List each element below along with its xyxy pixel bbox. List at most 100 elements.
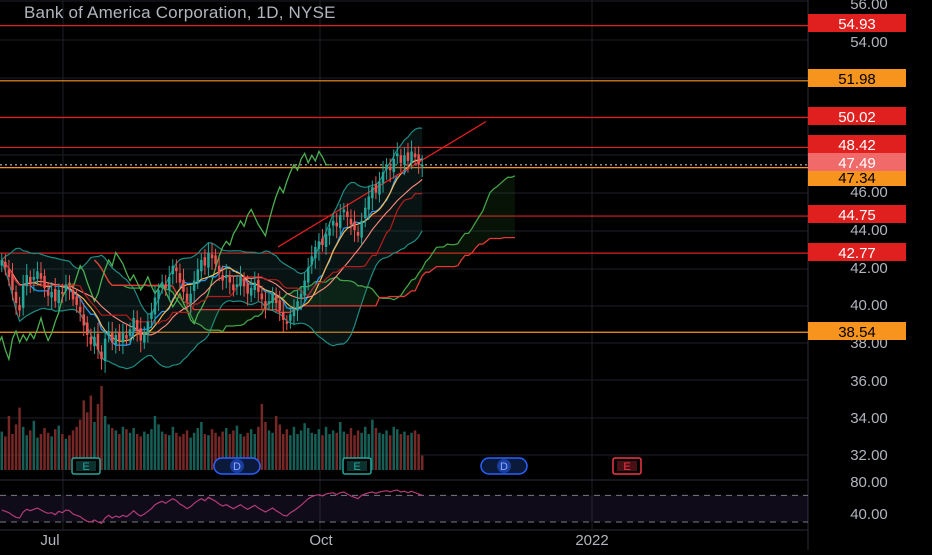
candle [267,290,271,311]
volume-bar [403,431,406,470]
dividend-letter: D [500,461,508,473]
earnings-marker[interactable]: E [71,457,101,475]
volume-bar [278,424,281,470]
dividend-badge-inner [230,459,244,473]
level-price-label: 50.02 [808,107,906,126]
candle-body [68,286,71,289]
candle-body [203,257,207,266]
candle [253,271,256,298]
candle-body [331,220,335,226]
candle-body [399,155,403,163]
volume-bar [7,416,11,470]
candle [207,243,210,279]
volume-bar [14,424,18,470]
volume-bar [239,434,242,470]
candle [349,209,353,235]
level-price-tag [808,69,906,87]
candle-body [43,275,46,289]
level-price-label: 47.34 [808,168,906,187]
level-price-label: 42.77 [808,243,906,262]
candle-body [367,196,370,210]
candle-body [121,333,125,343]
volume-bar [264,422,267,470]
candle-body [96,333,100,350]
volume-bar [225,428,228,470]
candle [0,253,3,273]
candle [239,265,242,296]
candle-body [150,312,153,319]
volume-bar [182,434,185,470]
volume-bar [360,432,363,470]
candle-body [39,273,43,279]
volume-bar [164,434,167,470]
candle [417,146,420,174]
volume-bar [114,430,118,470]
candle-body [82,314,85,326]
candle-body [75,296,78,305]
dividend-marker[interactable]: D [480,457,528,475]
level-price-label: 48.42 [808,135,906,154]
candle [178,263,182,290]
volume-bar [25,435,28,470]
level-price-tag [808,205,906,223]
candle [285,315,289,331]
candle-body [353,221,356,231]
candle-body [103,338,107,362]
candle [292,299,296,326]
candle-body [346,211,349,217]
candle-body [107,331,110,336]
candle-body [371,187,374,199]
chart-title: Bank of America Corporation, 1D, NYSE [24,3,336,22]
volume-bar [96,404,100,470]
volume-bar [299,430,303,470]
price-tick-label: 56.00 [850,0,888,13]
moving-average-mid [1,178,423,336]
candle-body [189,293,192,304]
volume-bar [246,432,249,470]
level-price-label: 51.98 [808,69,906,88]
candle [11,263,14,301]
candle [314,240,317,269]
earnings-marker[interactable]: E [342,457,372,475]
candle [114,328,118,354]
volume-bar [57,425,60,470]
candle-body [264,301,267,307]
candle-body [25,275,28,287]
volume-bar [267,430,271,470]
candle [18,296,21,318]
candle [82,303,85,337]
candle-body [310,256,313,265]
level-price-tag [808,14,906,32]
candle [303,272,306,303]
candle-body [421,164,424,167]
volume-bar [64,438,68,470]
candle [321,228,324,252]
dividend-marker[interactable]: D [213,457,261,475]
candle-body [157,290,160,300]
earnings-marker[interactable]: E [612,457,642,475]
level-price-text: 48.42 [838,137,876,154]
volume-bar [364,426,367,470]
candle-body [274,295,278,304]
volume-bar [271,432,274,470]
candle-body [89,336,93,345]
volume-bar [406,435,410,470]
candle [228,270,232,295]
candle-body [139,328,142,341]
candle-body [324,233,328,247]
candle [71,283,75,306]
candle [39,262,43,287]
volume-bar [93,422,96,470]
candle-body [29,276,32,283]
volume-bar [314,434,317,470]
volume-bar [392,426,395,470]
earnings-badge [342,457,372,475]
trendline [277,121,487,248]
candle-body [153,297,157,315]
candle [257,273,260,302]
candle [50,282,53,310]
volume-bar [171,426,175,470]
candle [278,290,281,322]
volume-bar [78,419,82,470]
